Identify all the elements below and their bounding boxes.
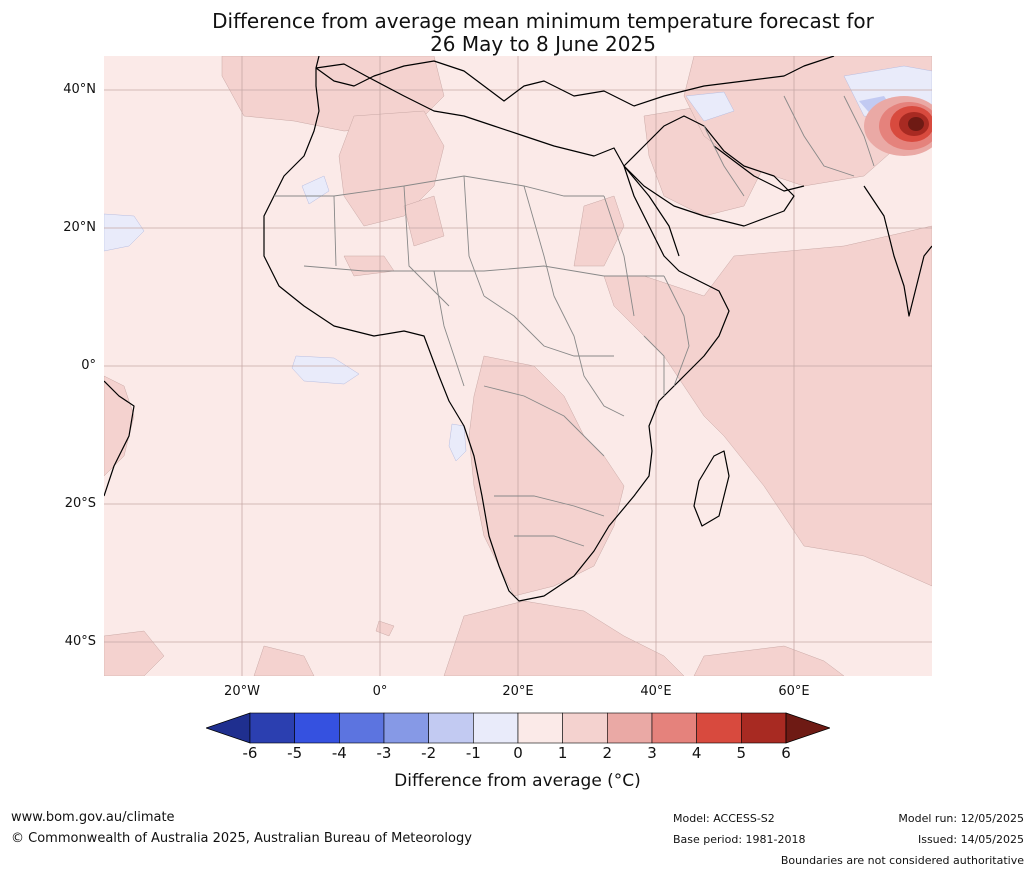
colorbar-tick-label: 2 <box>602 744 613 762</box>
colorbar-tick-label: -2 <box>421 744 437 762</box>
colorbar-cell <box>651 712 697 744</box>
colorbar-tick-label: -4 <box>331 744 347 762</box>
colorbar-cell <box>294 712 340 744</box>
footer-model-run: Model run: 12/05/2025 <box>898 812 1024 825</box>
colorbar-cell <box>428 712 474 744</box>
colorbar-cell <box>339 712 385 744</box>
lon-label-20w: 20°W <box>224 684 260 699</box>
lon-label-20e: 20°E <box>502 684 534 699</box>
colorbar-cell <box>562 712 608 744</box>
colorbar-tick-label: -1 <box>465 744 481 762</box>
colorbar-label: Difference from average (°C) <box>394 771 641 791</box>
map-canvas <box>103 55 944 677</box>
coastlines <box>103 55 933 602</box>
lon-label-0: 0° <box>372 684 388 699</box>
forecast-map <box>103 55 944 677</box>
colorbar-extend-high <box>785 712 830 744</box>
graticule <box>104 56 932 676</box>
colorbar-cell <box>383 712 429 744</box>
lat-label-0: 0° <box>81 358 96 373</box>
lat-label-20s: 20°S <box>64 496 96 511</box>
colorbar-cell <box>249 712 295 744</box>
colorbar-tick-label: 4 <box>691 744 702 762</box>
colorbar-tick-label: 5 <box>736 744 747 762</box>
colorbar-tick-label: 0 <box>513 744 523 762</box>
footer-issued: Issued: 14/05/2025 <box>917 833 1024 846</box>
colorbar-cell <box>696 712 742 744</box>
footer-website: www.bom.gov.au/climate <box>11 810 175 825</box>
title-line-2: 26 May to 8 June 2025 <box>430 32 656 56</box>
lat-label-40n: 40°N <box>63 82 96 97</box>
anomaly-hotspot <box>864 96 944 156</box>
anomaly-1-2-regions <box>103 55 933 677</box>
lat-label-20n: 20°N <box>63 220 96 235</box>
footer-base-period: Base period: 1981-2018 <box>673 833 806 846</box>
title-line-1: Difference from average mean minimum tem… <box>212 9 874 33</box>
lon-label-60e: 60°E <box>778 684 810 699</box>
colorbar-tick-label: -6 <box>242 744 258 762</box>
lon-label-40e: 40°E <box>640 684 672 699</box>
country-borders <box>274 95 875 547</box>
colorbar-extend-low <box>206 712 251 744</box>
footer-disclaimer: Boundaries are not considered authoritat… <box>780 854 1024 867</box>
footer-model: Model: ACCESS-S2 <box>673 812 775 825</box>
footer-copyright: © Commonwealth of Australia 2025, Austra… <box>11 831 472 846</box>
lat-label-40s: 40°S <box>64 634 96 649</box>
colorbar-tick-label: -5 <box>287 744 303 762</box>
colorbar-cell <box>607 712 653 744</box>
colorbar-tick-label: 3 <box>647 744 657 762</box>
colorbar-tick-label: 1 <box>557 744 568 762</box>
map-title: Difference from average mean minimum tem… <box>0 10 1035 56</box>
colorbar-tick-label: 6 <box>781 744 791 762</box>
colorbar-cell <box>741 712 787 744</box>
colorbar-tick-label: -3 <box>376 744 392 762</box>
colorbar-cell <box>473 712 519 744</box>
colorbar-cell <box>517 712 563 744</box>
colorbar-cells <box>206 712 830 744</box>
colorbar <box>206 712 830 744</box>
